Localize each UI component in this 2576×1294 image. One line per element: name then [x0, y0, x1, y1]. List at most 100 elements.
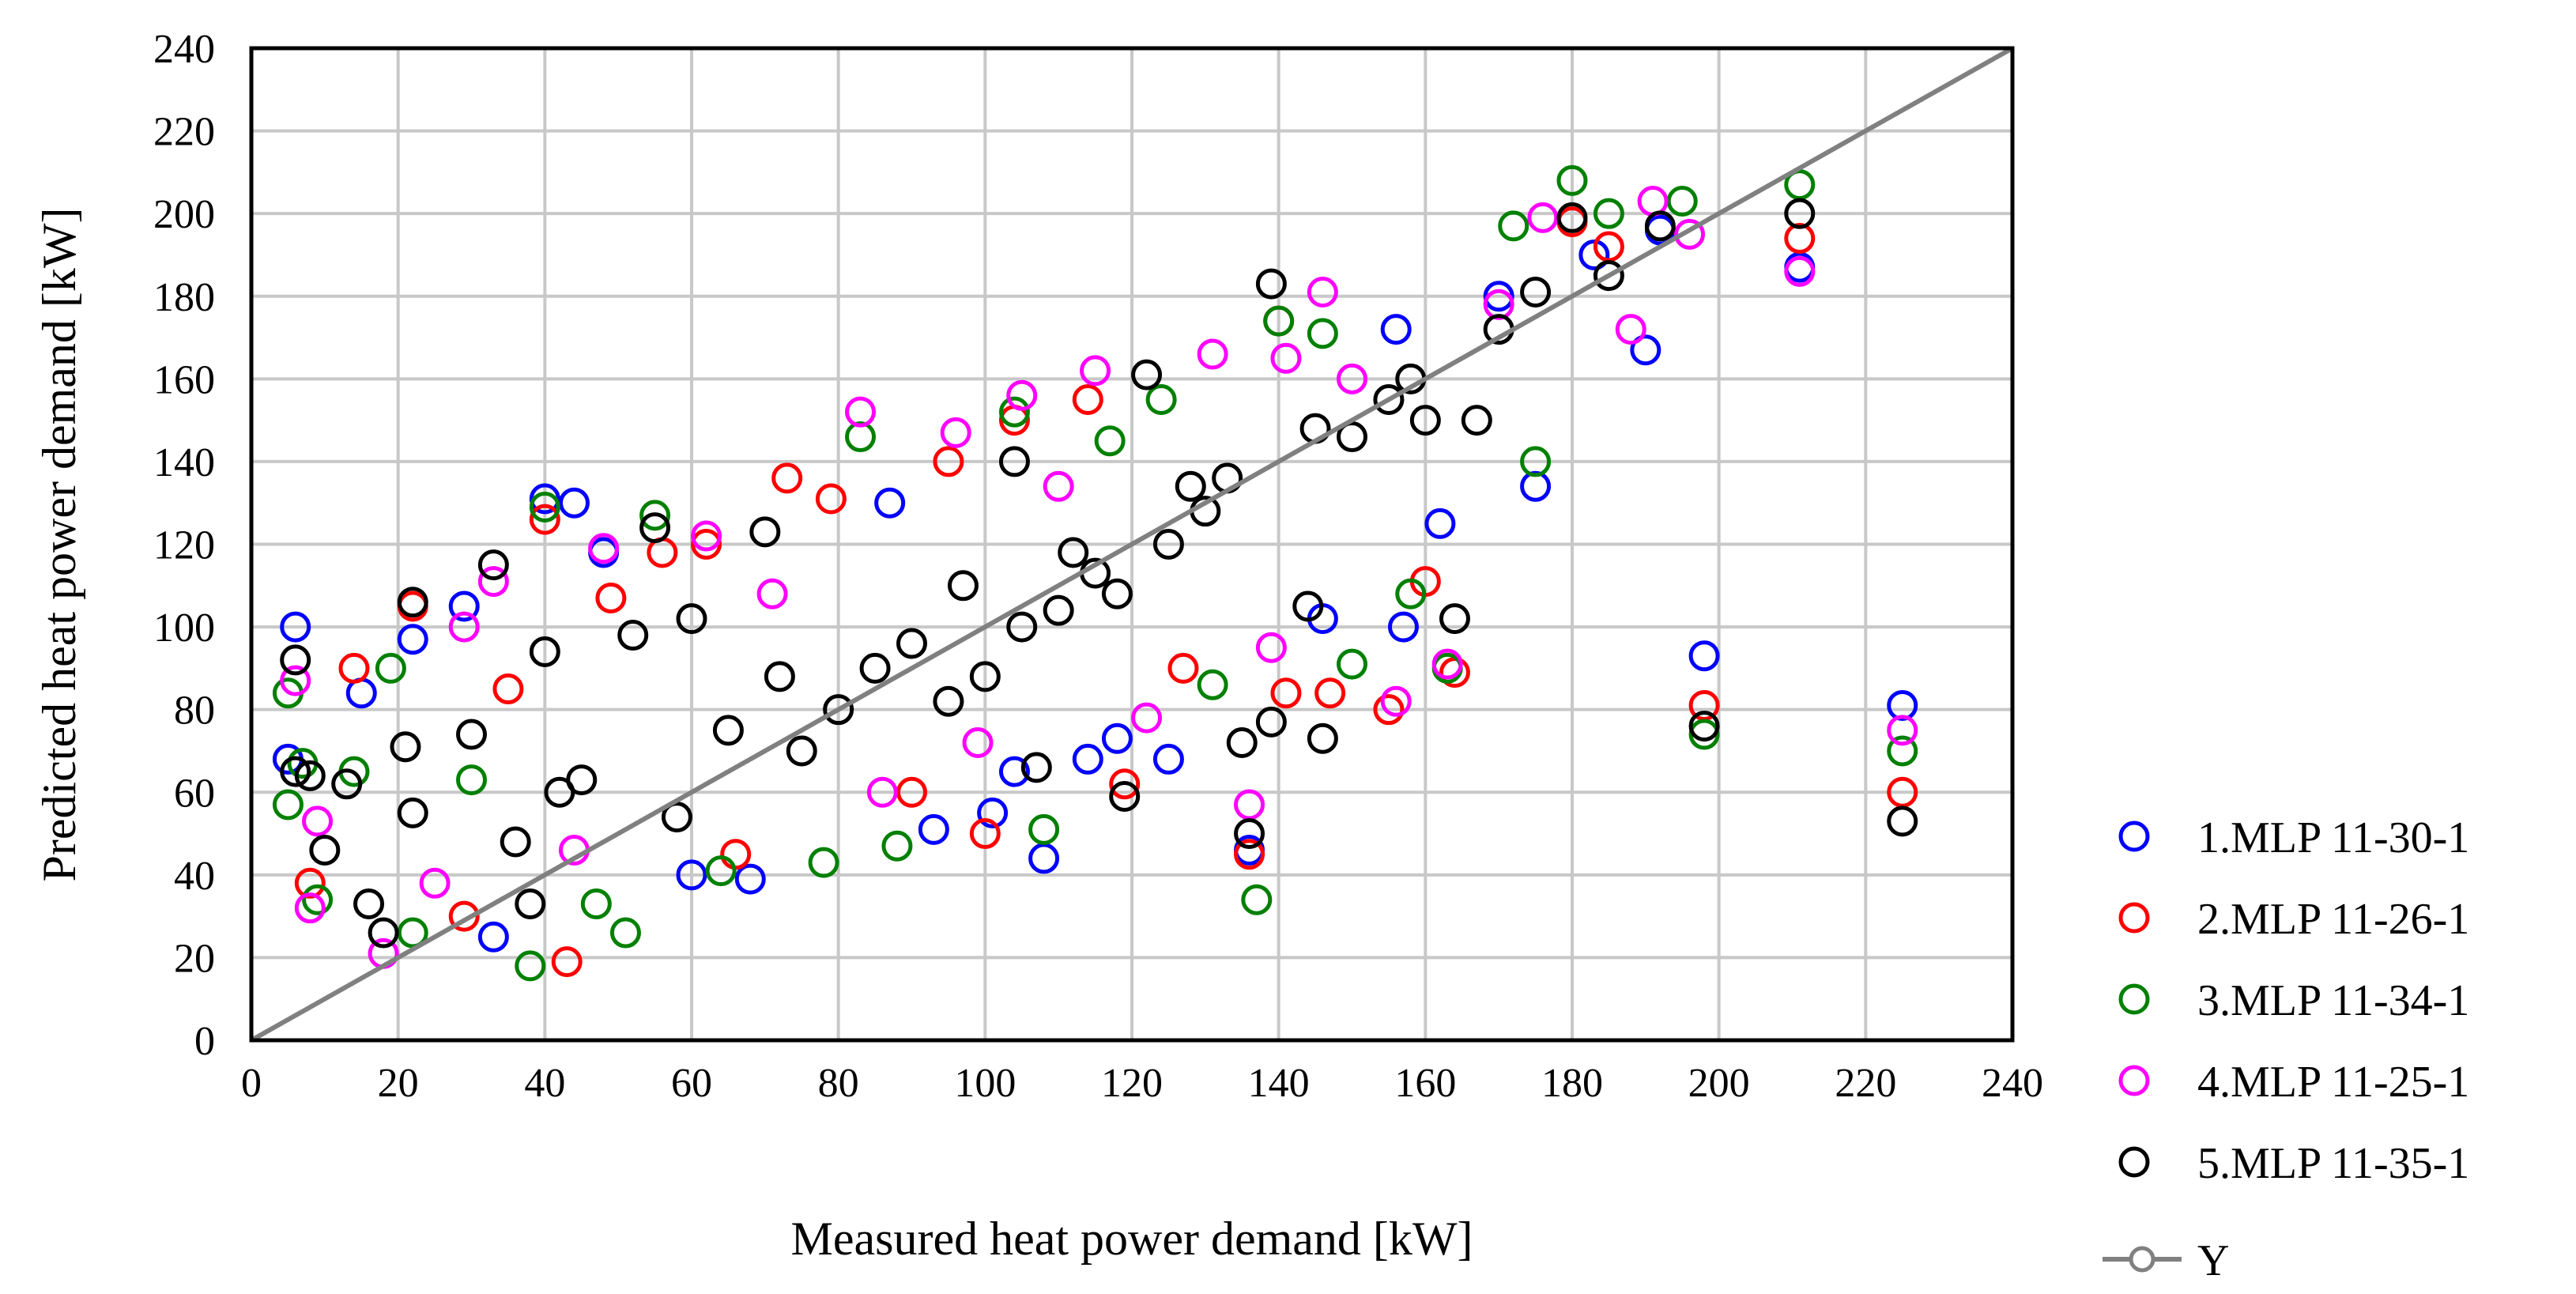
- data-point: [1887, 805, 1918, 837]
- data-point: [1109, 780, 1141, 812]
- data-point: [1226, 727, 1258, 758]
- data-point: [1307, 318, 1338, 349]
- data-point: [866, 776, 898, 808]
- x-tick-label: 200: [1688, 1061, 1750, 1106]
- data-point: [529, 504, 560, 535]
- data-point: [1461, 405, 1492, 436]
- data-point: [661, 802, 692, 833]
- data-point: [448, 611, 480, 643]
- x-axis-ticks: 0 20 40 60 80 100 120 140 160 180 200 220 240: [241, 1061, 2043, 1106]
- data-point: [368, 917, 399, 949]
- data-point: [998, 756, 1030, 787]
- legend-label: 5.MLP 11-35-1: [2197, 1139, 2469, 1188]
- data-point: [1197, 669, 1228, 700]
- data-point: [477, 566, 509, 598]
- x-tick-label: 240: [1982, 1061, 2043, 1106]
- data-point: [294, 760, 326, 791]
- grid-lines: [251, 48, 2012, 1040]
- data-point: [1234, 818, 1265, 850]
- y-tick-label: 60: [174, 771, 215, 816]
- data-point: [302, 805, 334, 837]
- x-tick-label: 20: [378, 1061, 419, 1106]
- legend-item: 2.MLP 11-26-1: [2118, 895, 2469, 944]
- data-point: [1527, 202, 1559, 233]
- x-tick-label: 120: [1101, 1061, 1163, 1106]
- y-tick-label: 20: [174, 936, 215, 981]
- data-point: [1593, 231, 1624, 262]
- data-point: [1380, 685, 1412, 717]
- series-3-points: [272, 164, 1918, 982]
- series-5-points: [280, 198, 1918, 949]
- legend-item: 1.MLP 11-30-1: [2118, 813, 2469, 862]
- data-point: [1337, 363, 1367, 394]
- x-tick-label: 40: [524, 1061, 565, 1106]
- data-point: [1556, 202, 1588, 233]
- data-point: [1255, 268, 1287, 300]
- data-point: [617, 620, 649, 651]
- data-point: [1292, 590, 1324, 622]
- data-point: [448, 900, 480, 932]
- data-point: [1615, 314, 1646, 345]
- data-point: [302, 884, 334, 915]
- data-point: [566, 764, 598, 796]
- legend-label: Y: [2197, 1236, 2229, 1285]
- data-point: [1439, 603, 1470, 635]
- data-point: [1020, 752, 1052, 783]
- data-point: [764, 661, 795, 692]
- data-point: [1593, 260, 1624, 292]
- data-point: [1887, 776, 1918, 808]
- x-tick-label: 80: [818, 1061, 859, 1106]
- data-point: [691, 529, 722, 560]
- legend: 1.MLP 11-30-1 2.MLP 11-26-1 3.MLP 11-34-1 4…: [2103, 813, 2469, 1285]
- data-point: [1197, 338, 1228, 370]
- legend-item: 5.MLP 11-35-1: [2118, 1139, 2469, 1188]
- data-point: [1578, 239, 1610, 270]
- data-point: [1666, 185, 1698, 217]
- legend-marker: [2118, 902, 2150, 934]
- data-point: [1028, 813, 1060, 845]
- data-point: [1043, 594, 1074, 626]
- data-point: [691, 520, 722, 552]
- data-point: [1131, 359, 1163, 390]
- data-point: [1674, 218, 1706, 250]
- data-point: [859, 652, 891, 684]
- y-tick-label: 140: [153, 440, 215, 485]
- data-point: [1644, 210, 1676, 242]
- data-point: [734, 863, 766, 895]
- legend-item: 3.MLP 11-34-1: [2118, 976, 2469, 1025]
- y-tick-label: 100: [153, 606, 215, 651]
- legend-marker: [2118, 821, 2150, 852]
- legend-reference-marker: [2129, 1246, 2155, 1273]
- data-point: [1167, 652, 1199, 684]
- y-tick-label: 220: [153, 110, 215, 155]
- data-point: [1006, 611, 1038, 643]
- data-point: [1887, 735, 1918, 767]
- data-point: [1887, 715, 1918, 746]
- data-point: [456, 719, 487, 750]
- data-point: [1175, 470, 1206, 502]
- data-point: [529, 636, 560, 667]
- data-point: [1109, 768, 1141, 800]
- data-point: [1006, 379, 1038, 411]
- data-point: [1307, 277, 1338, 308]
- data-point: [1255, 632, 1287, 663]
- data-point: [1688, 711, 1720, 742]
- data-point: [1101, 722, 1133, 754]
- data-point: [1152, 743, 1184, 775]
- data-point: [947, 570, 979, 602]
- data-point: [529, 483, 560, 515]
- data-point: [1270, 342, 1302, 374]
- data-point: [1483, 289, 1514, 320]
- y-tick-label: 200: [153, 192, 215, 237]
- x-tick-label: 140: [1248, 1061, 1310, 1106]
- data-point: [1043, 470, 1074, 502]
- data-point: [1028, 843, 1060, 874]
- x-tick-label: 60: [671, 1061, 712, 1106]
- x-axis-label: Measured heat power demand [kW]: [791, 1213, 1473, 1265]
- plot-frame: [249, 46, 2015, 1043]
- data-point: [1234, 789, 1265, 821]
- data-point: [1556, 164, 1588, 196]
- data-point: [1688, 640, 1720, 672]
- data-point: [397, 917, 428, 949]
- data-point: [1072, 743, 1103, 775]
